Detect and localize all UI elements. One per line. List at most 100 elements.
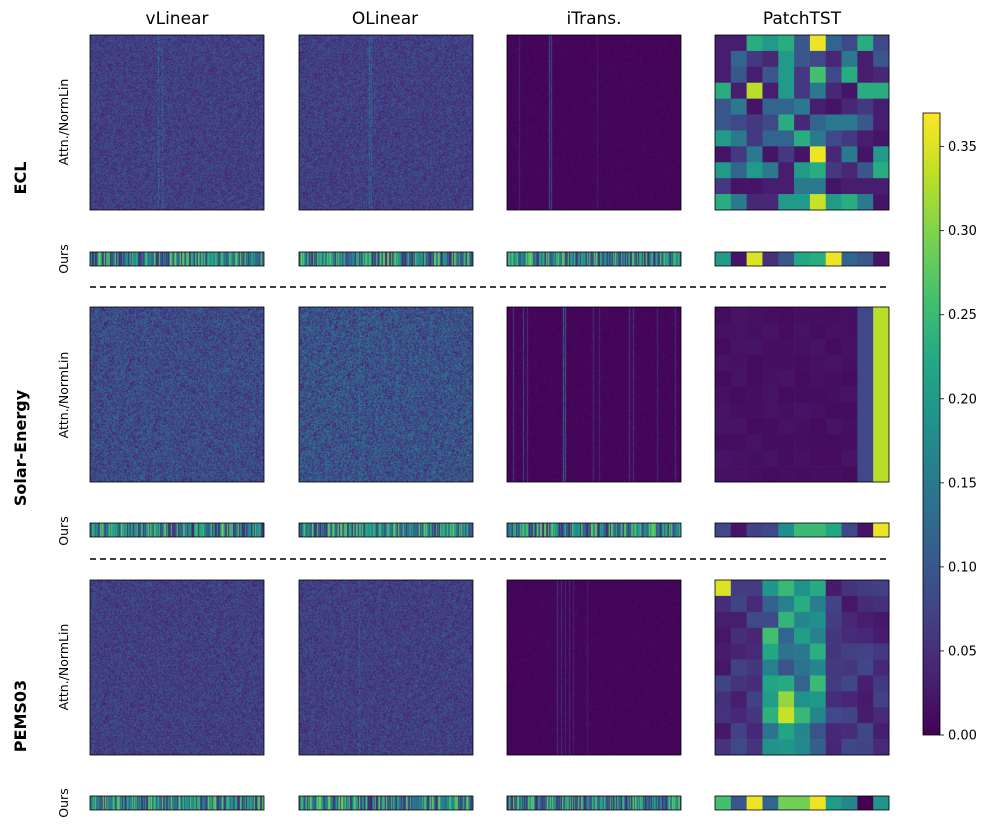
patchtst-cell: [873, 146, 890, 163]
patchtst-cell: [762, 114, 779, 131]
matrix-frame: [714, 34, 890, 211]
patchtst-cell: [809, 162, 827, 179]
colorbar: 0.00 0.05 0.10 0.15 0.20 0.25 0.30 0.35: [922, 112, 977, 744]
matrix-frame: [89, 306, 265, 483]
colorbar-tick-label: 0.30: [948, 224, 977, 239]
patchtst-cell: [778, 338, 795, 356]
matrix-heatmap-vlinear-solar: [90, 307, 264, 482]
colorbar-tick-label: 0.20: [948, 392, 977, 407]
patchtst-cell: [715, 162, 732, 179]
patchtst-cell: [715, 114, 732, 131]
patchtst-cell: [730, 402, 747, 419]
patchtst-cell: [715, 595, 732, 613]
patchtst-cell: [825, 178, 842, 195]
patchtst-cell: [746, 611, 763, 629]
patchtst-cell: [794, 627, 811, 644]
patchtst-cell: [715, 194, 732, 211]
patchtst-ours-cell: [809, 252, 827, 266]
patchtst-cell: [762, 82, 779, 99]
patchtst-cell: [778, 130, 795, 147]
patchtst-cell: [778, 98, 795, 115]
patchtst-cell: [857, 307, 874, 324]
ours-vector-vlinear-ecl: [90, 252, 264, 266]
patchtst-cell: [746, 114, 763, 131]
vector-frame: [714, 795, 890, 811]
patchtst-cell: [873, 35, 890, 52]
patchtst-cell: [825, 450, 842, 467]
patchtst-cell: [873, 466, 890, 483]
patchtst-cell: [809, 643, 827, 660]
patchtst-cell: [809, 35, 827, 52]
patchtst-cell: [746, 307, 763, 324]
patchtst-cell: [794, 402, 811, 419]
patchtst-cell: [841, 723, 858, 740]
matrix-heatmap-vlinear-pems03: [90, 580, 264, 755]
patchtst-cell: [762, 178, 779, 195]
patchtst-cell: [746, 50, 763, 68]
patchtst-cell: [730, 162, 747, 179]
patchtst-cell: [715, 707, 732, 724]
patchtst-cell: [746, 370, 763, 387]
patchtst-cell: [794, 130, 811, 147]
patchtst-ours-cell: [778, 252, 795, 266]
patchtst-cell: [730, 466, 747, 483]
patchtst-cell: [746, 354, 763, 371]
patchtst-cell: [715, 322, 732, 340]
patchtst-cell: [715, 611, 732, 629]
patchtst-ours-cell: [809, 523, 827, 537]
patchtst-cell: [730, 338, 747, 356]
patchtst-cell: [794, 307, 811, 324]
patchtst-cell: [730, 50, 747, 68]
patchtst-cell: [715, 146, 732, 163]
patchtst-cell: [841, 418, 858, 435]
patchtst-cell: [778, 659, 795, 676]
patchtst-cell: [873, 434, 890, 451]
patchtst-cell: [746, 580, 763, 597]
patchtst-ours-cell: [746, 523, 763, 537]
patchtst-cell: [873, 130, 890, 147]
patchtst-cell: [873, 595, 890, 613]
patchtst-cell: [825, 691, 842, 708]
patchtst-cell: [730, 707, 747, 724]
patchtst-cell: [746, 146, 763, 163]
matrix-heatmap-itrans-pems03: [507, 580, 681, 755]
patchtst-cell: [794, 162, 811, 179]
patchtst-cell: [762, 146, 779, 163]
patchtst-cell: [857, 675, 874, 692]
patchtst-cell: [873, 643, 890, 660]
patchtst-cell: [746, 450, 763, 467]
patchtst-cell: [857, 50, 874, 68]
patchtst-cell: [857, 659, 874, 676]
patchtst-cell: [841, 434, 858, 451]
patchtst-ours-cell: [809, 796, 827, 810]
patchtst-cell: [857, 98, 874, 115]
patchtst-cell: [857, 643, 874, 660]
patchtst-ours-cell: [762, 523, 779, 537]
patchtst-cell: [794, 418, 811, 435]
patchtst-cell: [715, 418, 732, 435]
patchtst-cell: [730, 98, 747, 115]
patchtst-cell: [873, 402, 890, 419]
ours-vector-olinear-ecl: [299, 252, 473, 266]
patchtst-cell: [778, 162, 795, 179]
patchtst-cell: [825, 35, 842, 52]
patchtst-cell: [809, 66, 827, 84]
patchtst-cell: [730, 643, 747, 660]
patchtst-cell: [794, 338, 811, 356]
patchtst-cell: [825, 402, 842, 419]
patchtst-cell: [762, 643, 779, 660]
patchtst-ours-cell: [857, 796, 874, 810]
patchtst-cell: [762, 338, 779, 356]
colorbar-tick-label: 0.25: [948, 308, 977, 323]
patchtst-ours-cell: [715, 523, 732, 537]
patchtst-cell: [746, 466, 763, 483]
patchtst-cell: [746, 386, 763, 403]
row-label-matrix-pems03: Attn./NormLin: [56, 624, 71, 711]
patchtst-cell: [809, 130, 827, 147]
patchtst-cell: [809, 402, 827, 419]
patchtst-cell: [715, 338, 732, 356]
patchtst-ours-cell: [794, 523, 811, 537]
patchtst-cell: [778, 114, 795, 131]
patchtst-cell: [762, 322, 779, 340]
patchtst-cell: [841, 307, 858, 324]
